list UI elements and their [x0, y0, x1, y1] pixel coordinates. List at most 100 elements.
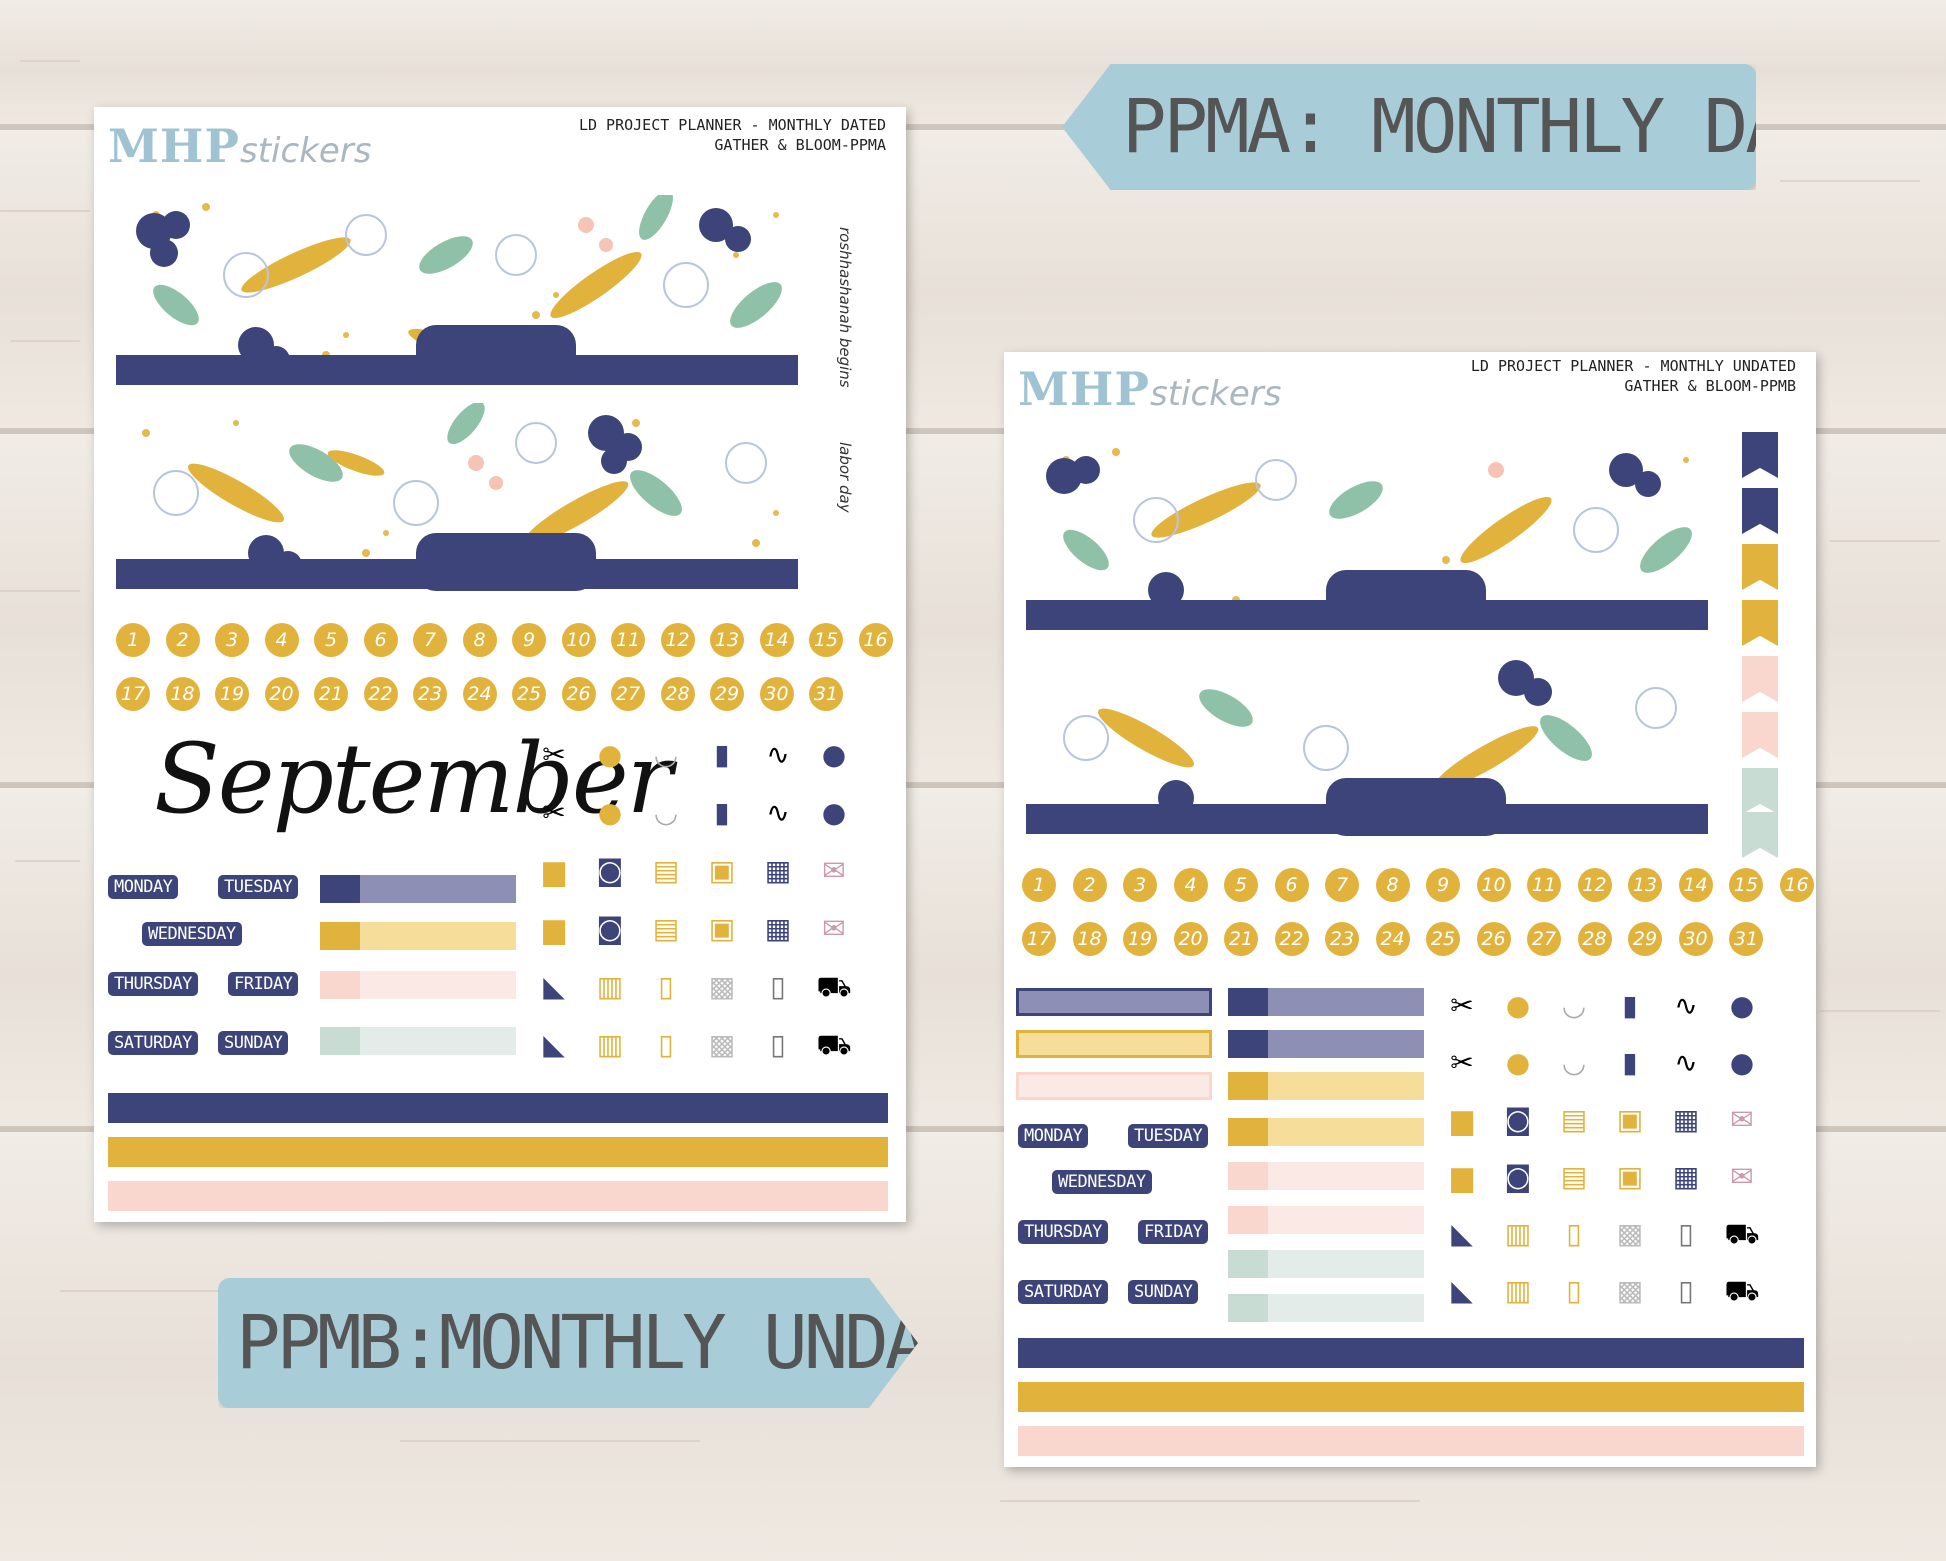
piggy-bank-icon: ● [597, 796, 623, 829]
package-icon: ▩ [708, 1028, 736, 1061]
day-label-monday: MONDAY [1018, 1124, 1089, 1148]
date-number: 29 [1628, 922, 1662, 956]
flag-sticker-blush [1742, 656, 1778, 702]
date-number: 1 [116, 623, 150, 657]
date-number: 9 [512, 623, 546, 657]
medicine-icon: ▤ [652, 912, 680, 945]
sticker-sheet-ppma: MHPstickers LD PROJECT PLANNER - MONTHLY… [94, 107, 906, 1222]
shopping-cart-icon: ⛟ [816, 970, 852, 1003]
date-number: 20 [1173, 922, 1208, 956]
kettlebell-dumbbell-icon: ● [821, 738, 847, 771]
date-number: 29 [710, 677, 744, 711]
date-number: 19 [215, 677, 249, 711]
stethoscope-icon: ∿ [1674, 989, 1698, 1022]
flag-sticker-navy [1742, 488, 1778, 534]
bill-book-icon: ▯ [658, 970, 674, 1003]
icon-sticker-grid: ✂ ● ◡ ▮ ∿ ● ✂ ● ◡ ▮ ∿ ● ▆ ◙ ▤ ▣ ▦ ✉ ▆ ◙ … [536, 737, 852, 1063]
date-number: 13 [1628, 868, 1662, 902]
envelope-icon: ✉ [1730, 1160, 1754, 1193]
package-icon: ▩ [1616, 1217, 1644, 1250]
medicine-icon: ▤ [652, 854, 680, 887]
plank-seam [0, 124, 1946, 130]
tooth-icon: ◡ [653, 738, 679, 771]
scale-icon: ▣ [708, 854, 736, 887]
floral-pattern-icon [1026, 440, 1708, 630]
date-number: 8 [462, 623, 497, 657]
plank-seam [0, 428, 1946, 434]
kettlebell-dumbbell-icon: ● [1729, 1046, 1755, 1079]
date-number: 22 [363, 677, 398, 711]
day-label-thursday: THURSDAY [108, 972, 198, 996]
date-number: 12 [660, 623, 695, 657]
date-number: 22 [1274, 922, 1309, 956]
color-swatch-sage [1228, 1294, 1424, 1322]
date-number: 1 [1022, 868, 1056, 902]
plank-seam [0, 1126, 1946, 1132]
date-number: 6 [1274, 868, 1309, 902]
washing-machine-icon: ◙ [1504, 1103, 1532, 1136]
washi-bar-blush [108, 1181, 888, 1211]
month-title: September [154, 723, 673, 835]
date-number: 3 [215, 623, 249, 657]
flag-sticker-mustard [1742, 544, 1778, 590]
luggage-icon: ▦ [1672, 1160, 1700, 1193]
date-number: 26 [561, 677, 596, 711]
label-tag-text: PPMA: MONTHLY DATED [1122, 84, 1912, 170]
luggage-icon: ▦ [764, 854, 792, 887]
gas-pump-icon: ▮ [714, 796, 730, 829]
tooth-icon: ◡ [1561, 989, 1587, 1022]
outlined-stripe-navy [1016, 988, 1212, 1016]
floral-header-strip [1026, 440, 1708, 630]
side-label-roshhashanah: roshhashanah begins [836, 227, 854, 388]
flag-sticker-sage [1742, 768, 1778, 814]
bill-book-icon: ▯ [658, 1028, 674, 1061]
date-number: 5 [314, 623, 348, 657]
date-number-grid: 1 2 3 4 5 6 7 8 9 10 11 12 13 14 15 16 1… [1022, 868, 1814, 956]
navy-divider-bar [116, 355, 798, 385]
day-label-wednesday: WEDNESDAY [1052, 1170, 1152, 1194]
date-number: 31 [1729, 922, 1763, 956]
date-number: 31 [809, 677, 843, 711]
outlined-stripe-blush [1016, 1072, 1212, 1100]
side-label-labor-day: labor day [836, 442, 854, 513]
washing-machine-icon: ◙ [596, 912, 624, 945]
date-number: 9 [1426, 868, 1460, 902]
day-label-tuesday: TUESDAY [218, 875, 299, 899]
date-number: 7 [1325, 868, 1359, 902]
receipt-icon: ▯ [1678, 1217, 1694, 1250]
date-number: 12 [1577, 868, 1612, 902]
day-label-wednesday: WEDNESDAY [142, 922, 242, 946]
stethoscope-icon: ∿ [766, 738, 790, 771]
date-number: 2 [165, 623, 200, 657]
date-number: 16 [858, 623, 893, 657]
day-label-sunday: SUNDAY [218, 1031, 289, 1055]
date-number: 27 [1527, 922, 1561, 956]
day-label-friday: FRIDAY [1138, 1220, 1209, 1244]
stethoscope-icon: ∿ [1674, 1046, 1698, 1079]
date-number: 24 [462, 677, 497, 711]
kettlebell-dumbbell-icon: ● [1729, 989, 1755, 1022]
scale-icon: ▣ [1616, 1160, 1644, 1193]
washi-bar-mustard [1018, 1382, 1804, 1412]
trash-can-icon: ▥ [1504, 1274, 1532, 1307]
date-number: 24 [1375, 922, 1410, 956]
day-label-monday: MONDAY [108, 875, 179, 899]
flag-sticker-blush [1742, 712, 1778, 758]
package-icon: ▩ [1616, 1274, 1644, 1307]
brand-logo: MHPstickers [108, 119, 372, 173]
date-number: 2 [1072, 868, 1107, 902]
gas-pump-icon: ▮ [714, 738, 730, 771]
day-label-thursday: THURSDAY [1018, 1220, 1108, 1244]
date-number: 11 [1527, 868, 1561, 902]
date-number: 26 [1476, 922, 1511, 956]
luggage-icon: ▦ [1672, 1103, 1700, 1136]
date-number: 6 [363, 623, 398, 657]
date-number: 14 [1678, 868, 1713, 902]
date-number: 20 [264, 677, 299, 711]
shopping-cart-icon: ⛟ [1724, 1217, 1760, 1250]
bill-book-icon: ▯ [1566, 1274, 1582, 1307]
color-swatch-mustard [1228, 1072, 1424, 1100]
color-swatch-sage [1228, 1250, 1424, 1278]
color-swatch-blush [1228, 1162, 1424, 1190]
receipt-icon: ▯ [770, 1028, 786, 1061]
